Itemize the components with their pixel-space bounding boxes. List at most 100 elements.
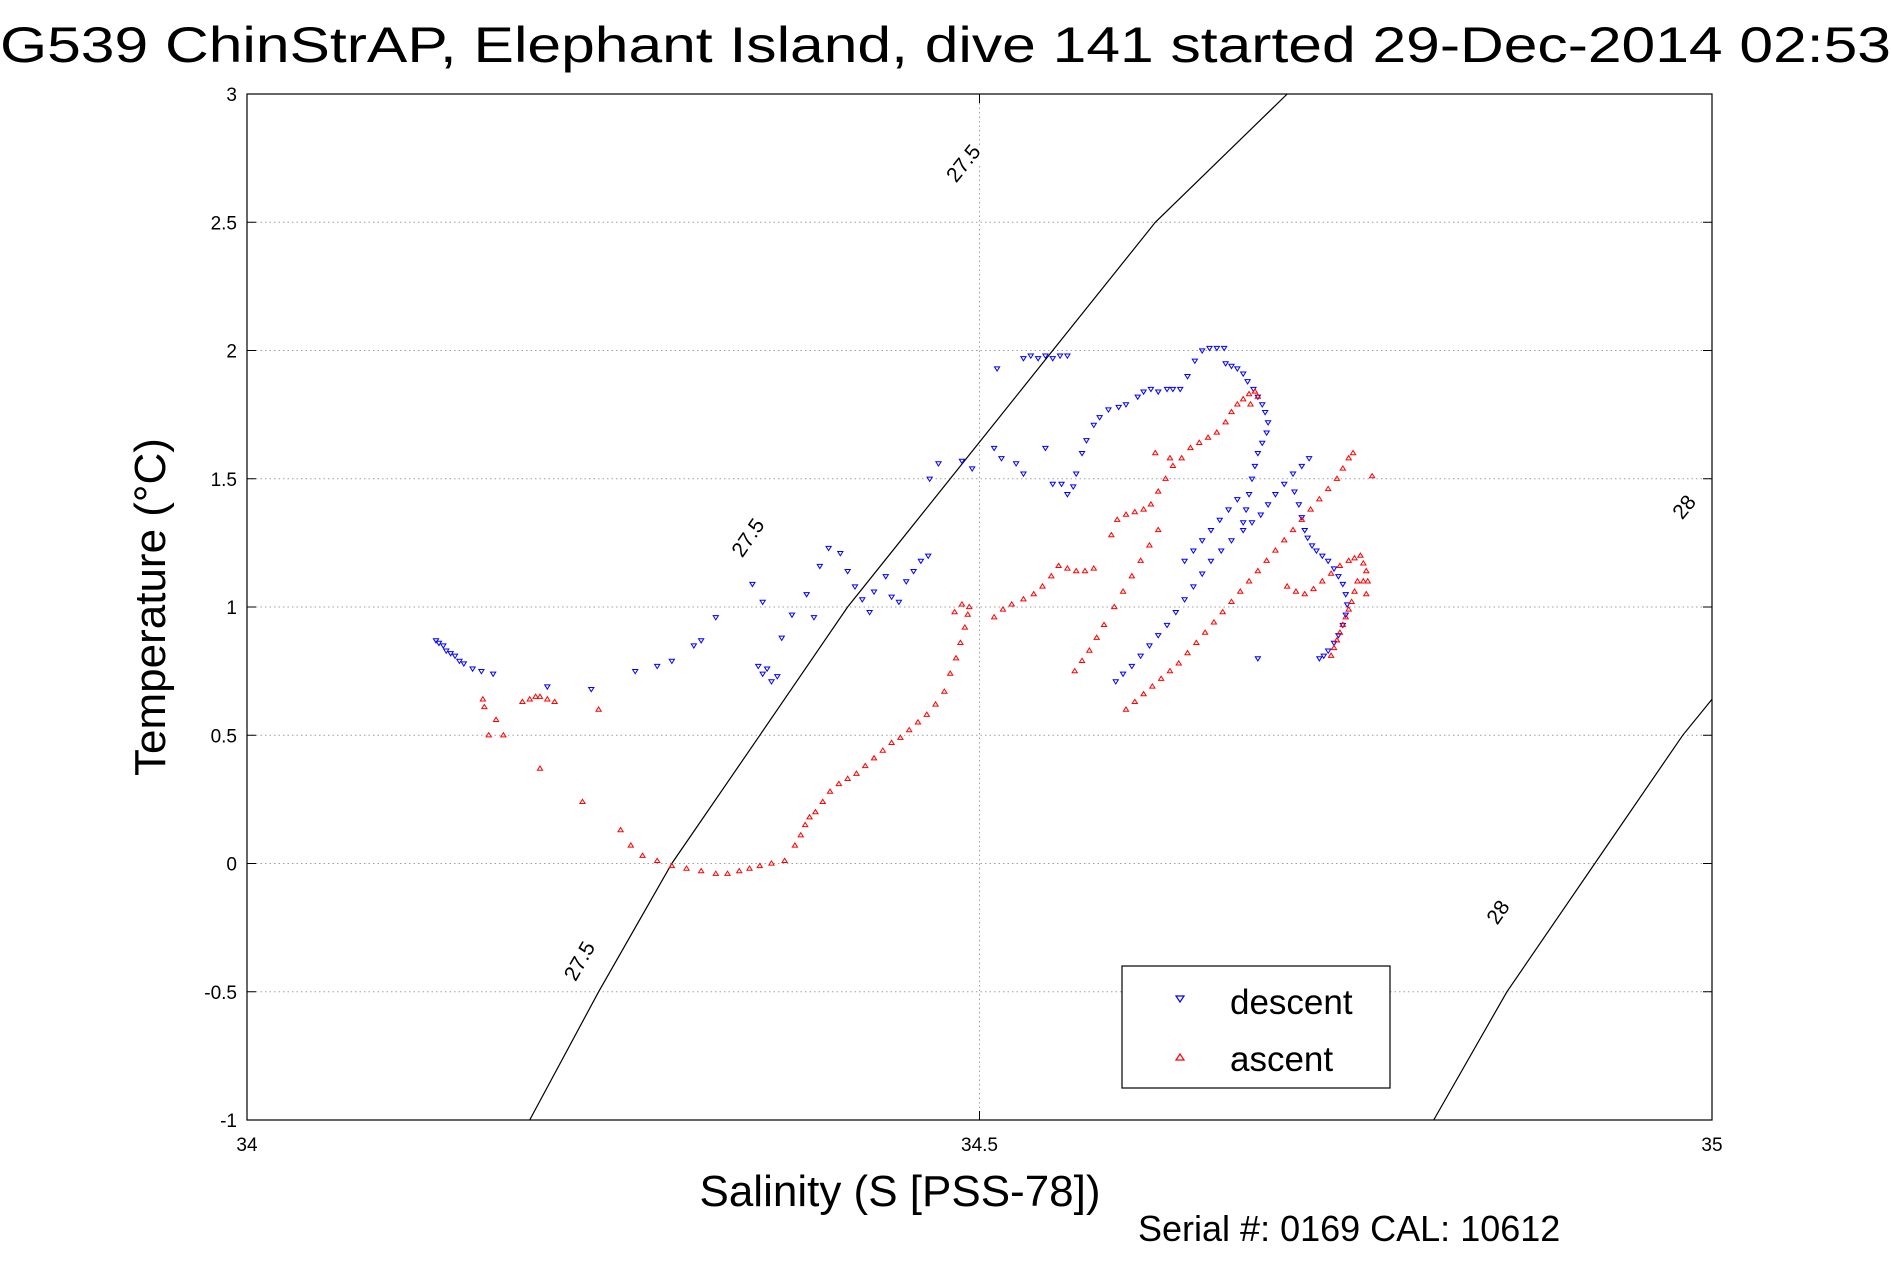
- descent-point: [1189, 584, 1197, 591]
- ascent-point: [1283, 582, 1291, 589]
- descent-point: [1257, 512, 1265, 519]
- ascent-point: [1047, 572, 1055, 579]
- ascent-point: [1233, 400, 1241, 407]
- descent-point: [1216, 517, 1224, 524]
- descent-point: [587, 686, 595, 693]
- descent-point: [1207, 527, 1215, 534]
- descent-point: [1315, 656, 1323, 662]
- ascent-point: [1090, 564, 1098, 571]
- ascent-point: [1254, 567, 1262, 574]
- descent-point: [1339, 581, 1347, 588]
- x-tick-label: 34.5: [961, 1135, 998, 1156]
- descent-point: [1342, 592, 1350, 598]
- descent-point: [1069, 484, 1077, 490]
- descent-point: [1147, 386, 1155, 393]
- ascent-point: [1318, 577, 1326, 584]
- descent-point: [690, 643, 698, 650]
- ascent-point: [835, 780, 843, 787]
- ascent-point: [1307, 505, 1315, 512]
- descent-point: [1271, 492, 1279, 498]
- ascent-point: [852, 770, 860, 776]
- ascent-point: [1236, 588, 1244, 594]
- descent-point: [1049, 481, 1057, 488]
- descent-point: [1041, 445, 1049, 452]
- descent-point: [1343, 602, 1351, 608]
- ascent-point: [956, 639, 964, 646]
- ascent-point: [1251, 387, 1259, 394]
- x-tick-label: 34: [236, 1135, 258, 1156]
- ascent-point: [767, 859, 775, 866]
- ascent-point: [1368, 472, 1376, 479]
- ascent-point: [1245, 390, 1253, 397]
- descent-point: [759, 671, 767, 678]
- ascent-point: [1169, 462, 1177, 469]
- descent-point: [1263, 430, 1271, 437]
- contour-label-background: [1474, 886, 1522, 938]
- ascent-point: [791, 841, 799, 848]
- descent-point: [1248, 520, 1256, 526]
- descent-point: [1227, 538, 1235, 544]
- descent-point: [1184, 374, 1192, 380]
- contour-label-background: [939, 137, 988, 189]
- descent-point: [712, 615, 720, 621]
- ascent-point: [946, 670, 954, 676]
- descent-point: [1239, 371, 1247, 378]
- legend-ascent-marker: [1174, 1052, 1186, 1061]
- ascent-point: [480, 703, 488, 710]
- ascent-point: [1195, 439, 1203, 445]
- descent-point: [968, 466, 976, 473]
- descent-point: [1248, 476, 1256, 483]
- ascent-point: [526, 695, 534, 702]
- descent-point: [477, 669, 485, 675]
- descent-point: [810, 615, 818, 621]
- descent-point: [1264, 420, 1272, 426]
- descent-point: [1258, 402, 1266, 408]
- ascent-point: [1356, 552, 1364, 558]
- descent-point: [1290, 489, 1298, 496]
- ascent-point: [1239, 395, 1247, 402]
- y-tick-label: 1.5: [211, 470, 237, 491]
- descent-point: [1072, 471, 1080, 478]
- descent-point: [1339, 622, 1347, 629]
- ascent-point: [1039, 582, 1046, 589]
- descent-point: [460, 661, 468, 667]
- ascent-point: [1072, 567, 1080, 574]
- ascent-point: [479, 695, 487, 702]
- descent-point: [1330, 640, 1338, 647]
- ascent-point: [1162, 475, 1170, 481]
- ascent-point: [1119, 588, 1127, 594]
- ascent-point: [1093, 634, 1101, 640]
- descent-point: [1134, 394, 1142, 401]
- ascent-point: [1254, 393, 1262, 399]
- ascent-point: [543, 695, 551, 702]
- descent-point: [1298, 515, 1306, 521]
- descent-point: [1154, 389, 1162, 396]
- descent-point: [895, 599, 903, 606]
- grid-lines: [247, 94, 1712, 1120]
- isopycnal-28: [1433, 698, 1713, 1121]
- ascent-point: [1186, 444, 1194, 451]
- ascent-point: [1166, 667, 1174, 674]
- ascent-point: [1336, 629, 1344, 635]
- x-axis-label: Salinity (S [PSS-78]): [699, 1167, 1100, 1216]
- ascent-point: [826, 788, 834, 794]
- descent-point: [816, 563, 824, 570]
- ascent-point: [1145, 541, 1153, 548]
- descent-point: [1244, 379, 1252, 385]
- ascent-point: [844, 775, 852, 781]
- descent-point: [788, 612, 796, 619]
- ascent-point: [990, 613, 998, 620]
- descent-point: [1012, 461, 1020, 467]
- ascent-point: [499, 731, 507, 738]
- descent-point: [958, 458, 966, 465]
- descent-point: [1206, 345, 1213, 352]
- ascent-point: [1178, 454, 1186, 461]
- ascent-point: [1280, 536, 1288, 543]
- ascent-point: [1128, 572, 1136, 579]
- ascent-point: [683, 865, 690, 871]
- ascent-point: [724, 870, 732, 876]
- ascent-point: [1245, 577, 1253, 584]
- serial-cal-footer: Serial #: 0169 CAL: 10612: [1138, 1208, 1560, 1249]
- descent-point: [1298, 463, 1306, 470]
- ascent-point: [1131, 508, 1139, 515]
